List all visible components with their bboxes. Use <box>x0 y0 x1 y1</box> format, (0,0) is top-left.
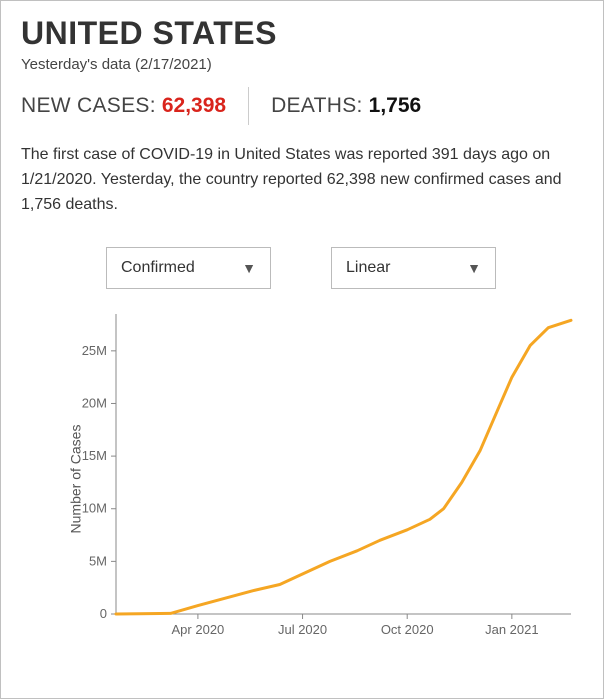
stats-row: NEW CASES: 62,398 DEATHS: 1,756 <box>21 87 583 125</box>
svg-text:10M: 10M <box>82 501 107 516</box>
new-cases-label: NEW CASES: <box>21 94 156 118</box>
svg-text:25M: 25M <box>82 343 107 358</box>
scale-dropdown[interactable]: Linear ▼ <box>331 247 496 289</box>
scale-dropdown-label: Linear <box>346 259 390 277</box>
svg-text:0: 0 <box>100 606 107 621</box>
description-text: The first case of COVID-19 in United Sta… <box>21 143 583 217</box>
chevron-down-icon: ▼ <box>467 260 481 276</box>
svg-text:Oct 2020: Oct 2020 <box>381 622 434 637</box>
deaths-label: DEATHS: <box>271 94 363 118</box>
deaths-value: 1,756 <box>369 94 422 118</box>
metric-dropdown-label: Confirmed <box>121 259 195 277</box>
new-cases-value: 62,398 <box>162 94 226 118</box>
page-title: UNITED STATES <box>21 15 583 52</box>
new-cases-stat: NEW CASES: 62,398 <box>21 94 226 118</box>
chevron-down-icon: ▼ <box>242 260 256 276</box>
metric-dropdown[interactable]: Confirmed ▼ <box>106 247 271 289</box>
subtitle: Yesterday's data (2/17/2021) <box>21 56 583 73</box>
stat-divider <box>248 87 249 125</box>
svg-text:Apr 2020: Apr 2020 <box>172 622 225 637</box>
selectors-row: Confirmed ▼ Linear ▼ <box>106 247 583 289</box>
svg-text:15M: 15M <box>82 448 107 463</box>
svg-text:Jan 2021: Jan 2021 <box>485 622 538 637</box>
svg-text:Jul 2020: Jul 2020 <box>278 622 327 637</box>
chart-container: Number of Cases 05M10M15M20M25MApr 2020J… <box>21 299 585 659</box>
svg-text:20M: 20M <box>82 396 107 411</box>
line-chart: 0 5M 10M 15M 20M 25M Apr 2020 Jul 2020 Oct 2020 J… <box>61 299 581 649</box>
deaths-stat: DEATHS: 1,756 <box>271 94 421 118</box>
svg-text:5M: 5M <box>89 554 107 569</box>
